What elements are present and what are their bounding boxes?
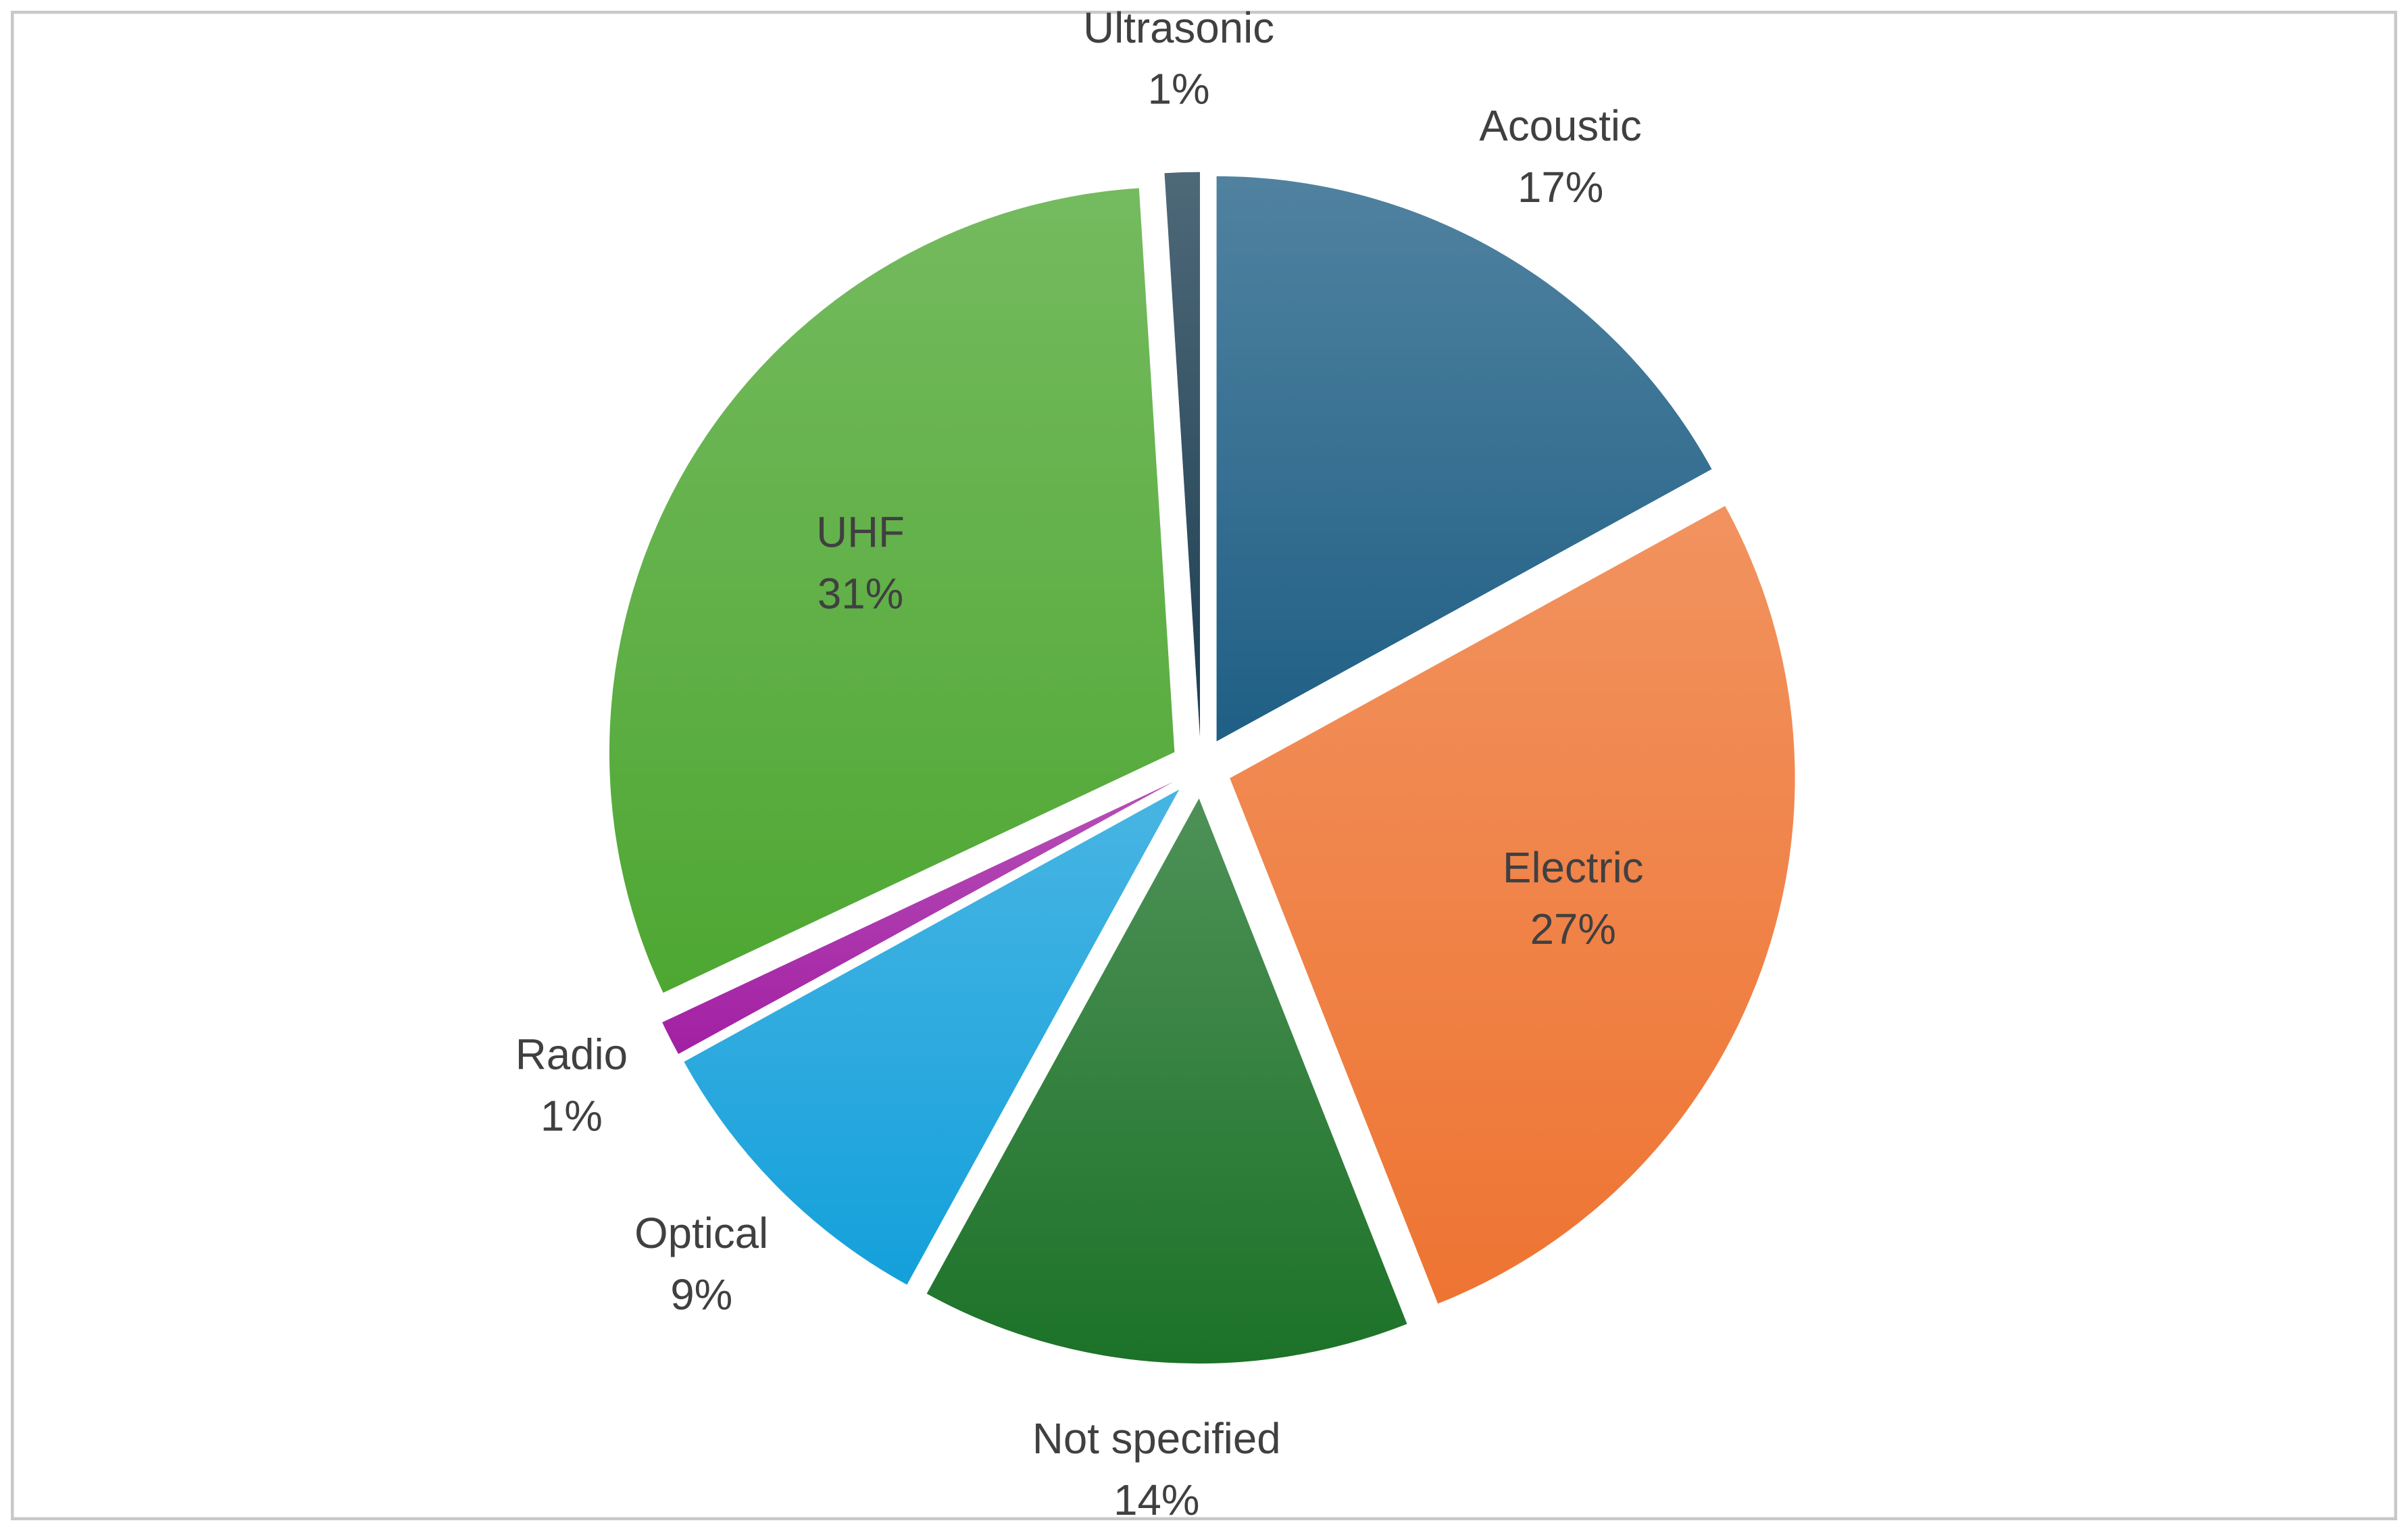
pie-slice	[1216, 176, 1712, 742]
pie-slice	[662, 782, 1174, 1054]
value-label: 9%	[670, 1271, 732, 1319]
slice-label: Not specified	[1032, 1415, 1281, 1463]
pie-slice	[1164, 172, 1201, 737]
slice-label: Ultrasonic	[1083, 4, 1274, 52]
value-label: 14%	[1113, 1476, 1199, 1524]
pie-slice	[684, 789, 1180, 1285]
pie-slice	[926, 798, 1407, 1364]
slice-label: UHF	[816, 509, 905, 557]
slice-label: Electric	[1503, 844, 1644, 892]
value-label: 1%	[1148, 66, 1210, 114]
value-label: 31%	[818, 570, 903, 618]
value-label: 17%	[1517, 164, 1603, 211]
value-label: 1%	[541, 1092, 603, 1140]
slice-label: Optical	[634, 1209, 768, 1257]
pie-slice	[1230, 505, 1795, 1304]
pie-slice	[609, 188, 1175, 993]
slice-label: Acoustic	[1479, 102, 1641, 150]
value-label: 27%	[1530, 905, 1616, 953]
slice-label: Radio	[516, 1030, 628, 1078]
